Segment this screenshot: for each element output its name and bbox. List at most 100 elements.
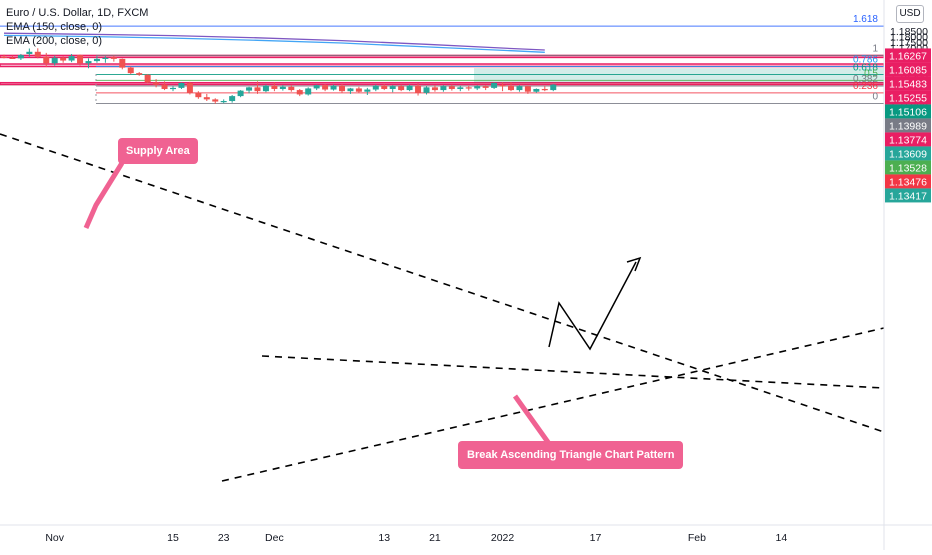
break-callout-pointer: [512, 394, 553, 447]
candle-37[interactable]: [313, 84, 320, 91]
candle-21[interactable]: [178, 82, 185, 89]
candle-59[interactable]: [499, 82, 506, 92]
candle-body: [508, 85, 514, 91]
candle-24[interactable]: [203, 93, 210, 102]
candle-40[interactable]: [339, 84, 345, 93]
candle-35[interactable]: [296, 88, 303, 97]
candle-body: [136, 73, 143, 75]
candle-38[interactable]: [322, 84, 329, 92]
candle-7[interactable]: [60, 56, 67, 63]
candle-body: [372, 85, 379, 90]
supply-area-callout: Supply Area: [118, 138, 198, 164]
candle-23[interactable]: [195, 91, 202, 99]
candle-4[interactable]: [34, 48, 41, 59]
candle-11[interactable]: [93, 56, 100, 63]
candle-body: [482, 86, 489, 88]
candle-34[interactable]: [288, 85, 295, 92]
candle-56[interactable]: [474, 85, 481, 91]
candle-43[interactable]: [364, 87, 371, 95]
candle-27[interactable]: [229, 94, 236, 103]
candle-15[interactable]: [127, 66, 134, 75]
candle-body: [60, 57, 67, 61]
candle-body: [26, 51, 33, 54]
candle-body: [77, 55, 84, 64]
candle-20[interactable]: [170, 86, 176, 92]
candle-42[interactable]: [355, 86, 362, 93]
candle-10[interactable]: [85, 58, 92, 69]
price-label-box-3: [885, 90, 931, 105]
candle-45[interactable]: [381, 84, 388, 91]
price-label-8: 1.13528: [889, 162, 927, 174]
candle-2[interactable]: [17, 53, 24, 60]
candle-36[interactable]: [305, 87, 312, 96]
candle-31[interactable]: [262, 84, 269, 93]
candle-12[interactable]: [102, 56, 109, 63]
candle-3[interactable]: [26, 48, 33, 57]
candle-61[interactable]: [516, 85, 523, 92]
candle-32[interactable]: [271, 82, 278, 92]
candle-14[interactable]: [119, 58, 126, 70]
time-tick-9: 14: [776, 532, 788, 544]
candle-39[interactable]: [330, 84, 337, 91]
candle-46[interactable]: [389, 85, 396, 93]
candle-54[interactable]: [457, 85, 464, 92]
ema200-legend: EMA (200, close, 0): [6, 35, 102, 47]
candle-47[interactable]: [398, 84, 405, 92]
candle-1[interactable]: [9, 55, 16, 60]
time-tick-6: 2022: [491, 532, 515, 544]
candle-25[interactable]: [212, 98, 219, 104]
candle-58[interactable]: [491, 82, 498, 89]
price-label-0: 1.16267: [889, 50, 927, 62]
candle-body: [415, 85, 422, 93]
candle-53[interactable]: [448, 84, 455, 91]
projection-path: [548, 261, 637, 351]
candle-16[interactable]: [136, 72, 143, 76]
candle-body: [262, 85, 269, 92]
candle-48[interactable]: [406, 84, 413, 92]
candle-57[interactable]: [482, 85, 489, 91]
candle-44[interactable]: [372, 84, 379, 92]
candle-65[interactable]: [550, 84, 557, 92]
candle-52[interactable]: [440, 85, 447, 92]
price-label-7: 1.13609: [889, 148, 927, 160]
candle-41[interactable]: [347, 87, 354, 94]
currency-badge[interactable]: USD: [896, 5, 924, 23]
candle-0[interactable]: [1, 54, 7, 59]
candle-26[interactable]: [220, 99, 227, 104]
candle-22[interactable]: [186, 81, 193, 95]
candle-8[interactable]: [68, 53, 75, 63]
price-label-1: 1.16085: [889, 64, 927, 76]
candle-33[interactable]: [279, 85, 286, 91]
candle-19[interactable]: [161, 81, 168, 91]
candle-30[interactable]: [254, 81, 261, 94]
price-label-box-6: [885, 132, 931, 147]
candle-body: [178, 82, 185, 88]
candle-body: [339, 85, 345, 92]
candle-body: [85, 61, 92, 64]
candle-28[interactable]: [237, 90, 244, 98]
candle-63[interactable]: [533, 88, 540, 93]
candle-51[interactable]: [431, 85, 438, 92]
candle-29[interactable]: [246, 86, 253, 94]
candle-9[interactable]: [77, 54, 84, 66]
candle-18[interactable]: [153, 79, 160, 88]
candle-55[interactable]: [465, 85, 472, 91]
price-label-6: 1.13774: [889, 134, 927, 146]
candle-5[interactable]: [43, 52, 50, 68]
candle-50[interactable]: [423, 86, 430, 95]
candle-17[interactable]: [144, 74, 151, 84]
fib-label-4: 0.5: [864, 68, 878, 79]
time-axis: Nov 15 23 Dec 13 21 2022 17 Feb 14: [0, 524, 932, 544]
fib-label-6: 0.236: [853, 81, 878, 92]
candle-6[interactable]: [51, 55, 58, 66]
candle-64[interactable]: [541, 86, 548, 92]
candle-49[interactable]: [415, 83, 422, 96]
target-zone: [474, 68, 884, 83]
candle-60[interactable]: [508, 82, 514, 92]
candle-13[interactable]: [110, 55, 117, 62]
candle-62[interactable]: [524, 85, 531, 94]
candle-body: [440, 86, 447, 91]
